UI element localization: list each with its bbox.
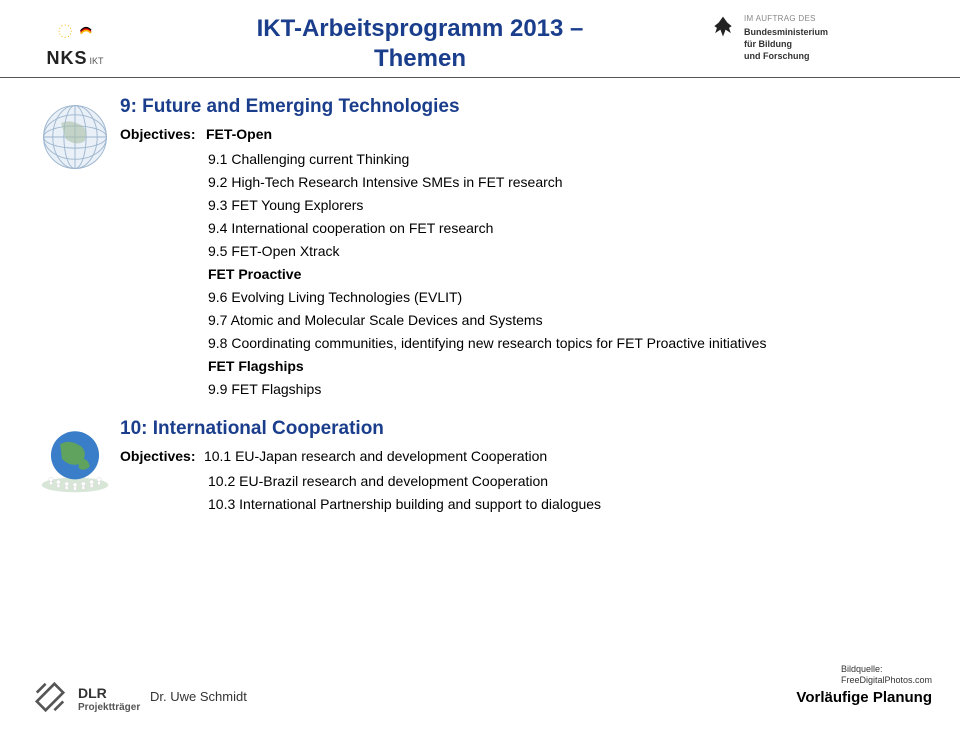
- slide-header: NKS IKT IKT-Arbeitsprogramm 2013 – Theme…: [0, 0, 960, 78]
- image-credit: Bildquelle: FreeDigitalPhotos.com: [841, 664, 932, 686]
- slide-content: 9: Future and Emerging Technologies Obje…: [0, 78, 960, 519]
- presenter-name: Dr. Uwe Schmidt: [150, 689, 247, 704]
- section-10: 10: International Cooperation Objectives…: [30, 418, 930, 519]
- objectives-label-9: Objectives:: [120, 126, 195, 142]
- credit-line-1: Bildquelle:: [841, 664, 883, 674]
- item-9-1: 9.1 Challenging current Thinking: [208, 151, 930, 167]
- slide-title: IKT-Arbeitsprogramm 2013 – Themen: [130, 10, 710, 74]
- dlr-sublabel: Projektträger: [78, 702, 140, 713]
- im-auftrag-label: IM AUFTRAG DES: [744, 14, 828, 24]
- item-9-2: 9.2 High-Tech Research Intensive SMEs in…: [208, 174, 930, 190]
- title-line-2: Themen: [374, 45, 466, 72]
- nks-logo: NKS IKT: [20, 10, 130, 69]
- item-10-3: 10.3 International Partnership building …: [208, 496, 930, 512]
- slide-footer: Bildquelle: FreeDigitalPhotos.com Vorläu…: [0, 670, 960, 730]
- nks-sublabel: IKT: [90, 56, 104, 66]
- fet-flagships-label: FET Flagships: [208, 358, 930, 374]
- nks-label: NKS: [46, 48, 87, 69]
- dlr-mark-icon: [28, 675, 72, 724]
- item-9-7: 9.7 Atomic and Molecular Scale Devices a…: [208, 312, 930, 328]
- objectives-label-10: Objectives:: [120, 448, 195, 464]
- title-line-1: IKT-Arbeitsprogramm 2013 –: [257, 15, 584, 42]
- section-10-title: 10: International Cooperation: [120, 418, 930, 440]
- ministry-line-3: und Forschung: [744, 51, 828, 63]
- dlr-label: DLR: [78, 686, 140, 701]
- item-9-9: 9.9 FET Flagships: [208, 381, 930, 397]
- item-10-2: 10.2 EU-Brazil research and development …: [208, 473, 930, 489]
- globe-people-icon: [30, 418, 120, 496]
- item-9-6: 9.6 Evolving Living Technologies (EVLIT): [208, 289, 930, 305]
- item-9-8: 9.8 Coordinating communities, identifyin…: [208, 335, 930, 351]
- germany-swirl-icon: [79, 16, 93, 46]
- section-9: 9: Future and Emerging Technologies Obje…: [30, 96, 930, 404]
- item-10-1: 10.1 EU-Japan research and development C…: [204, 448, 547, 464]
- credit-line-2: FreeDigitalPhotos.com: [841, 675, 932, 685]
- ministry-block: IM AUFTRAG DES Bundesministerium für Bil…: [710, 10, 940, 62]
- ministry-line-2: für Bildung: [744, 39, 828, 51]
- fet-proactive-label: FET Proactive: [208, 266, 930, 282]
- item-9-5: 9.5 FET-Open Xtrack: [208, 243, 930, 259]
- item-9-4: 9.4 International cooperation on FET res…: [208, 220, 930, 236]
- fet-open-label: FET-Open: [206, 126, 272, 142]
- section-9-title: 9: Future and Emerging Technologies: [120, 96, 930, 118]
- dlr-logo: DLR Projektträger: [28, 675, 140, 724]
- globe-wire-icon: [30, 96, 120, 174]
- eu-stars-icon: [57, 23, 73, 39]
- planning-note: Vorläufige Planung: [796, 689, 932, 706]
- eagle-icon: [710, 14, 736, 40]
- ministry-line-1: Bundesministerium: [744, 27, 828, 39]
- item-9-3: 9.3 FET Young Explorers: [208, 197, 930, 213]
